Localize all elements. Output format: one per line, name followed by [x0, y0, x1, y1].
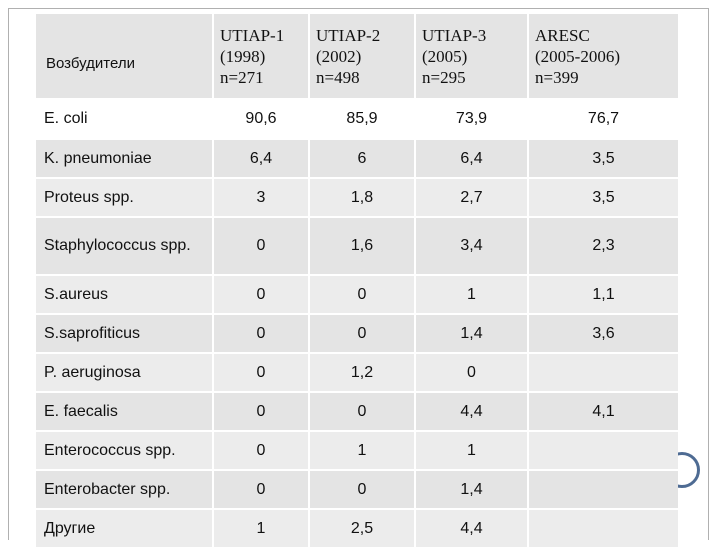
study-name: UTIAP-3 [422, 25, 487, 45]
study-years: (2005-2006) [535, 46, 620, 66]
value-utiap-2: 0 [309, 275, 416, 315]
value-aresc [528, 509, 678, 549]
pathogen-name: Proteus spp. [36, 178, 214, 218]
value-utiap-3: 1,4 [415, 314, 529, 354]
header-pathogens: Возбудители [36, 14, 214, 100]
header-study-utiap-2: UTIAP-2 (2002) n=498 [309, 14, 416, 100]
pathogens-table: Возбудители UTIAP-1 (1998) n=271 UTIAP-2… [36, 14, 678, 549]
value-utiap-2: 0 [309, 470, 416, 510]
value-utiap-1: 0 [213, 470, 310, 510]
value-utiap-3: 1,4 [415, 470, 529, 510]
table-row: S.saprofiticus 0 0 1,4 3,6 [36, 314, 678, 354]
value-aresc: 4,1 [528, 392, 678, 432]
value-utiap-3: 3,4 [415, 217, 529, 276]
value-utiap-2: 1 [309, 431, 416, 471]
pathogen-name: P. aeruginosa [36, 353, 214, 393]
value-utiap-2: 0 [309, 314, 416, 354]
table-row: Другие 1 2,5 4,4 [36, 509, 678, 549]
pathogen-name: S.saprofiticus [36, 314, 214, 354]
pathogen-name: E. faecalis [36, 392, 214, 432]
value-utiap-2: 85,9 [309, 99, 416, 140]
pathogen-name: E. coli [36, 99, 214, 140]
value-utiap-3: 2,7 [415, 178, 529, 218]
value-utiap-3: 6,4 [415, 139, 529, 179]
value-utiap-1: 1 [213, 509, 310, 549]
value-aresc [528, 431, 678, 471]
header-study-utiap-3: UTIAP-3 (2005) n=295 [415, 14, 529, 100]
value-utiap-1: 6,4 [213, 139, 310, 179]
table-row: S.aureus 0 0 1 1,1 [36, 275, 678, 315]
pathogen-name: Enterococcus spp. [36, 431, 214, 471]
value-utiap-3: 73,9 [415, 99, 529, 140]
value-utiap-3: 0 [415, 353, 529, 393]
study-years: (1998) [220, 46, 266, 66]
value-utiap-1: 0 [213, 217, 310, 276]
table-row: Staphylococcus spp. 0 1,6 3,4 2,3 [36, 217, 678, 276]
study-sample-size: n=295 [422, 67, 466, 87]
table-row: Enterococcus spp. 0 1 1 [36, 431, 678, 471]
study-years: (2005) [422, 46, 468, 66]
value-aresc [528, 470, 678, 510]
value-utiap-3: 4,4 [415, 509, 529, 549]
value-utiap-2: 0 [309, 392, 416, 432]
table-row: Enterobacter spp. 0 0 1,4 [36, 470, 678, 510]
value-utiap-3: 4,4 [415, 392, 529, 432]
value-utiap-2: 1,2 [309, 353, 416, 393]
value-utiap-3: 1 [415, 431, 529, 471]
table-row: Proteus spp. 3 1,8 2,7 3,5 [36, 178, 678, 218]
value-aresc: 3,5 [528, 178, 678, 218]
pathogen-name: S.aureus [36, 275, 214, 315]
study-sample-size: n=271 [220, 67, 264, 87]
value-utiap-3: 1 [415, 275, 529, 315]
value-utiap-1: 0 [213, 353, 310, 393]
value-utiap-1: 3 [213, 178, 310, 218]
value-utiap-1: 0 [213, 431, 310, 471]
value-utiap-1: 0 [213, 314, 310, 354]
value-aresc: 3,5 [528, 139, 678, 179]
pathogen-name: K. pneumoniae [36, 139, 214, 179]
study-sample-size: n=498 [316, 67, 360, 87]
value-utiap-2: 2,5 [309, 509, 416, 549]
table-row: P. aeruginosa 0 1,2 0 [36, 353, 678, 393]
value-aresc: 2,3 [528, 217, 678, 276]
study-name: UTIAP-2 [316, 25, 381, 45]
value-utiap-1: 90,6 [213, 99, 310, 140]
value-aresc: 1,1 [528, 275, 678, 315]
value-aresc: 76,7 [528, 99, 678, 140]
value-utiap-2: 1,6 [309, 217, 416, 276]
header-study-aresc: ARESC (2005-2006) n=399 [528, 14, 678, 100]
table-row: K. pneumoniae 6,4 6 6,4 3,5 [36, 139, 678, 179]
value-utiap-1: 0 [213, 275, 310, 315]
study-name: ARESC [535, 25, 590, 45]
table-header-row: Возбудители UTIAP-1 (1998) n=271 UTIAP-2… [36, 14, 678, 100]
value-aresc [528, 353, 678, 393]
pathogen-name: Enterobacter spp. [36, 470, 214, 510]
pathogen-name: Staphylococcus spp. [36, 217, 214, 276]
study-name: UTIAP-1 [220, 25, 285, 45]
study-sample-size: n=399 [535, 67, 579, 87]
value-utiap-2: 6 [309, 139, 416, 179]
value-aresc: 3,6 [528, 314, 678, 354]
table-row: E. faecalis 0 0 4,4 4,1 [36, 392, 678, 432]
study-years: (2002) [316, 46, 362, 66]
header-study-utiap-1: UTIAP-1 (1998) n=271 [213, 14, 310, 100]
pathogen-name: Другие [36, 509, 214, 549]
value-utiap-1: 0 [213, 392, 310, 432]
table-row: E. coli 90,6 85,9 73,9 76,7 [36, 99, 678, 140]
value-utiap-2: 1,8 [309, 178, 416, 218]
